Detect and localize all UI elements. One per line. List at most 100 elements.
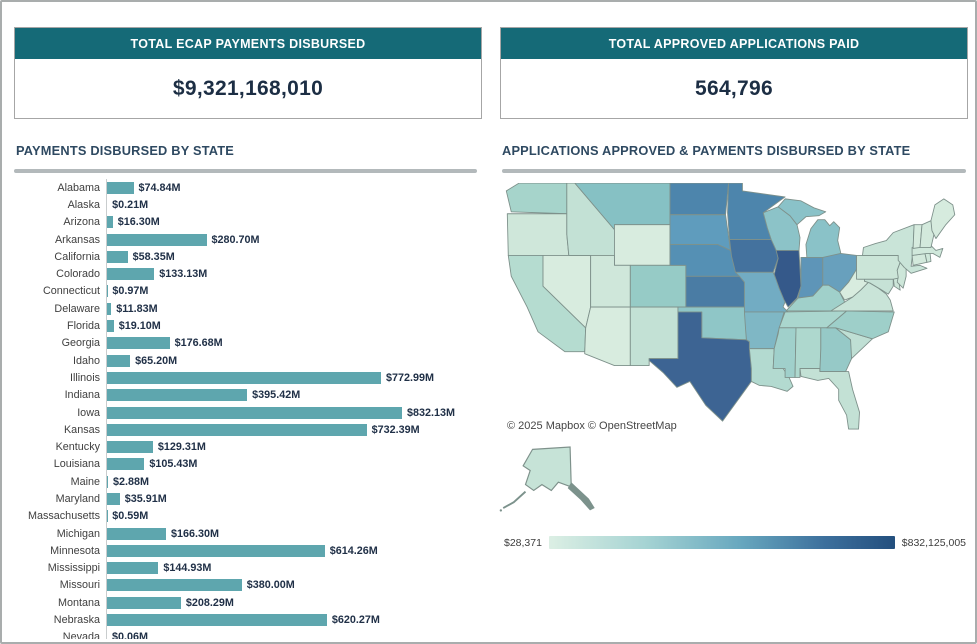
- bar-value-label: $208.29M: [185, 596, 234, 609]
- bar-arizona[interactable]: [107, 216, 113, 229]
- bar-track: $58.35M: [106, 248, 482, 266]
- bar-value-label: $0.97M: [112, 285, 149, 298]
- alaska-inset-map: [499, 446, 595, 512]
- bar-michigan[interactable]: [107, 527, 166, 540]
- bar-maryland[interactable]: [107, 492, 120, 505]
- legend-min-label: $28,371: [504, 536, 542, 549]
- bar-track: $11.83M: [106, 300, 482, 318]
- bar-track: $0.06M: [106, 628, 482, 639]
- state-michigan[interactable]: [777, 198, 827, 226]
- state-pennsylvania[interactable]: [856, 254, 903, 280]
- bar-alabama[interactable]: [107, 181, 134, 194]
- state-iowa[interactable]: [729, 239, 781, 273]
- bar-category-label: Colorado: [56, 268, 100, 281]
- map-attribution[interactable]: © 2025 Mapbox © OpenStreetMap: [505, 419, 682, 434]
- state-florida[interactable]: [799, 368, 860, 430]
- state-texas[interactable]: [648, 311, 752, 422]
- bar-track: $105.43M: [106, 455, 482, 474]
- state-arizona[interactable]: [584, 306, 631, 367]
- bar-missouri[interactable]: [107, 579, 242, 592]
- map-legend: $28,371 $832,125,005: [504, 536, 966, 549]
- bar-value-label: $19.10M: [118, 320, 161, 333]
- state-washington[interactable]: [505, 183, 568, 215]
- bar-colorado[interactable]: [107, 268, 155, 281]
- bar-row-missouri: Missouri $380.00M: [14, 576, 482, 595]
- bar-arkansas[interactable]: [107, 233, 207, 246]
- bar-category-label: Kentucky: [55, 441, 100, 454]
- state-illinois[interactable]: [773, 250, 802, 308]
- state-oregon[interactable]: [506, 213, 570, 256]
- bar-value-label: $58.35M: [132, 250, 175, 263]
- bar-value-label: $0.06M: [112, 631, 149, 639]
- state-wyoming[interactable]: [613, 224, 671, 266]
- bar-kentucky[interactable]: [107, 441, 153, 454]
- bar-category-label: Illinois: [69, 371, 100, 384]
- bar-row-nevada: Nevada $0.06M: [14, 628, 482, 639]
- map-title: APPLICATIONS APPROVED & PAYMENTS DISBURS…: [502, 143, 911, 158]
- bar-value-label: $395.42M: [252, 389, 301, 402]
- state-colorado[interactable]: [629, 264, 687, 308]
- bar-value-label: $74.84M: [138, 181, 181, 194]
- right-divider: [502, 169, 966, 173]
- bar-value-label: $380.00M: [246, 579, 295, 592]
- bar-track: $133.13M: [106, 265, 482, 283]
- bar-illinois[interactable]: [107, 371, 382, 384]
- bar-row-california: California $58.35M: [14, 248, 482, 266]
- bar-kansas[interactable]: [107, 423, 367, 436]
- state-new-hampshire[interactable]: [919, 220, 935, 248]
- state-alaska[interactable]: [522, 446, 572, 492]
- state-maine[interactable]: [930, 198, 956, 240]
- state-kansas[interactable]: [685, 275, 745, 308]
- bar-value-label: $0.21M: [112, 198, 149, 211]
- bar-louisiana[interactable]: [107, 458, 145, 471]
- bar-row-colorado: Colorado $133.13M: [14, 265, 482, 283]
- bar-value-label: $65.20M: [135, 354, 178, 367]
- bar-montana[interactable]: [107, 596, 181, 609]
- bar-category-label: Montana: [57, 596, 100, 609]
- bar-iowa[interactable]: [107, 406, 402, 419]
- bar-value-label: $133.13M: [159, 268, 208, 281]
- bar-category-label: Iowa: [77, 406, 100, 419]
- bar-florida[interactable]: [107, 320, 114, 333]
- bar-track: $280.70M: [106, 230, 482, 249]
- bar-georgia[interactable]: [107, 337, 170, 350]
- bar-track: $144.93M: [106, 559, 482, 577]
- bar-indiana[interactable]: [107, 389, 248, 402]
- bar-value-label: $620.27M: [331, 614, 380, 627]
- bar-category-label: Maine: [70, 475, 100, 488]
- state-new-mexico[interactable]: [629, 306, 679, 367]
- bar-nebraska[interactable]: [107, 614, 327, 627]
- bar-track: $74.84M: [106, 179, 482, 197]
- bar-row-massachusetts: Massachusetts $0.59M: [14, 507, 482, 525]
- bar-category-label: Massachusetts: [27, 510, 100, 523]
- bar-mississippi[interactable]: [107, 562, 159, 575]
- bar-value-label: $176.68M: [174, 337, 223, 350]
- bar-track: $0.97M: [106, 282, 482, 301]
- bar-category-label: Delaware: [54, 302, 100, 315]
- bar-category-label: Alabama: [57, 181, 100, 194]
- legend-max-label: $832,125,005: [901, 536, 966, 549]
- payments-bar-chart: Alabama $74.84M Alaska $0.21M Arizona $16.30M…: [14, 179, 482, 639]
- bar-row-maryland: Maryland $35.91M: [14, 490, 482, 508]
- bar-track: $35.91M: [106, 490, 482, 508]
- bar-maine[interactable]: [107, 475, 109, 488]
- bar-category-label: Missouri: [59, 579, 100, 592]
- state-north-dakota[interactable]: [669, 183, 729, 216]
- bar-california[interactable]: [107, 250, 128, 263]
- bar-value-label: $772.99M: [386, 371, 435, 384]
- bar-row-minnesota: Minnesota $614.26M: [14, 542, 482, 560]
- bar-value-label: $166.30M: [170, 527, 219, 540]
- bar-track: $832.13M: [106, 403, 482, 422]
- bar-row-nebraska: Nebraska $620.27M: [14, 611, 482, 629]
- bar-row-maine: Maine $2.88M: [14, 473, 482, 491]
- bar-category-label: Idaho: [72, 354, 100, 367]
- bar-idaho[interactable]: [107, 354, 131, 367]
- bar-delaware[interactable]: [107, 302, 112, 315]
- state-michigan[interactable]: [805, 219, 842, 259]
- bar-value-label: $11.83M: [116, 302, 158, 315]
- bar-value-label: $129.31M: [157, 441, 206, 454]
- bar-minnesota[interactable]: [107, 544, 325, 557]
- bar-category-label: Minnesota: [50, 544, 100, 557]
- state-new-york[interactable]: [862, 224, 928, 274]
- bar-row-illinois: Illinois $772.99M: [14, 369, 482, 387]
